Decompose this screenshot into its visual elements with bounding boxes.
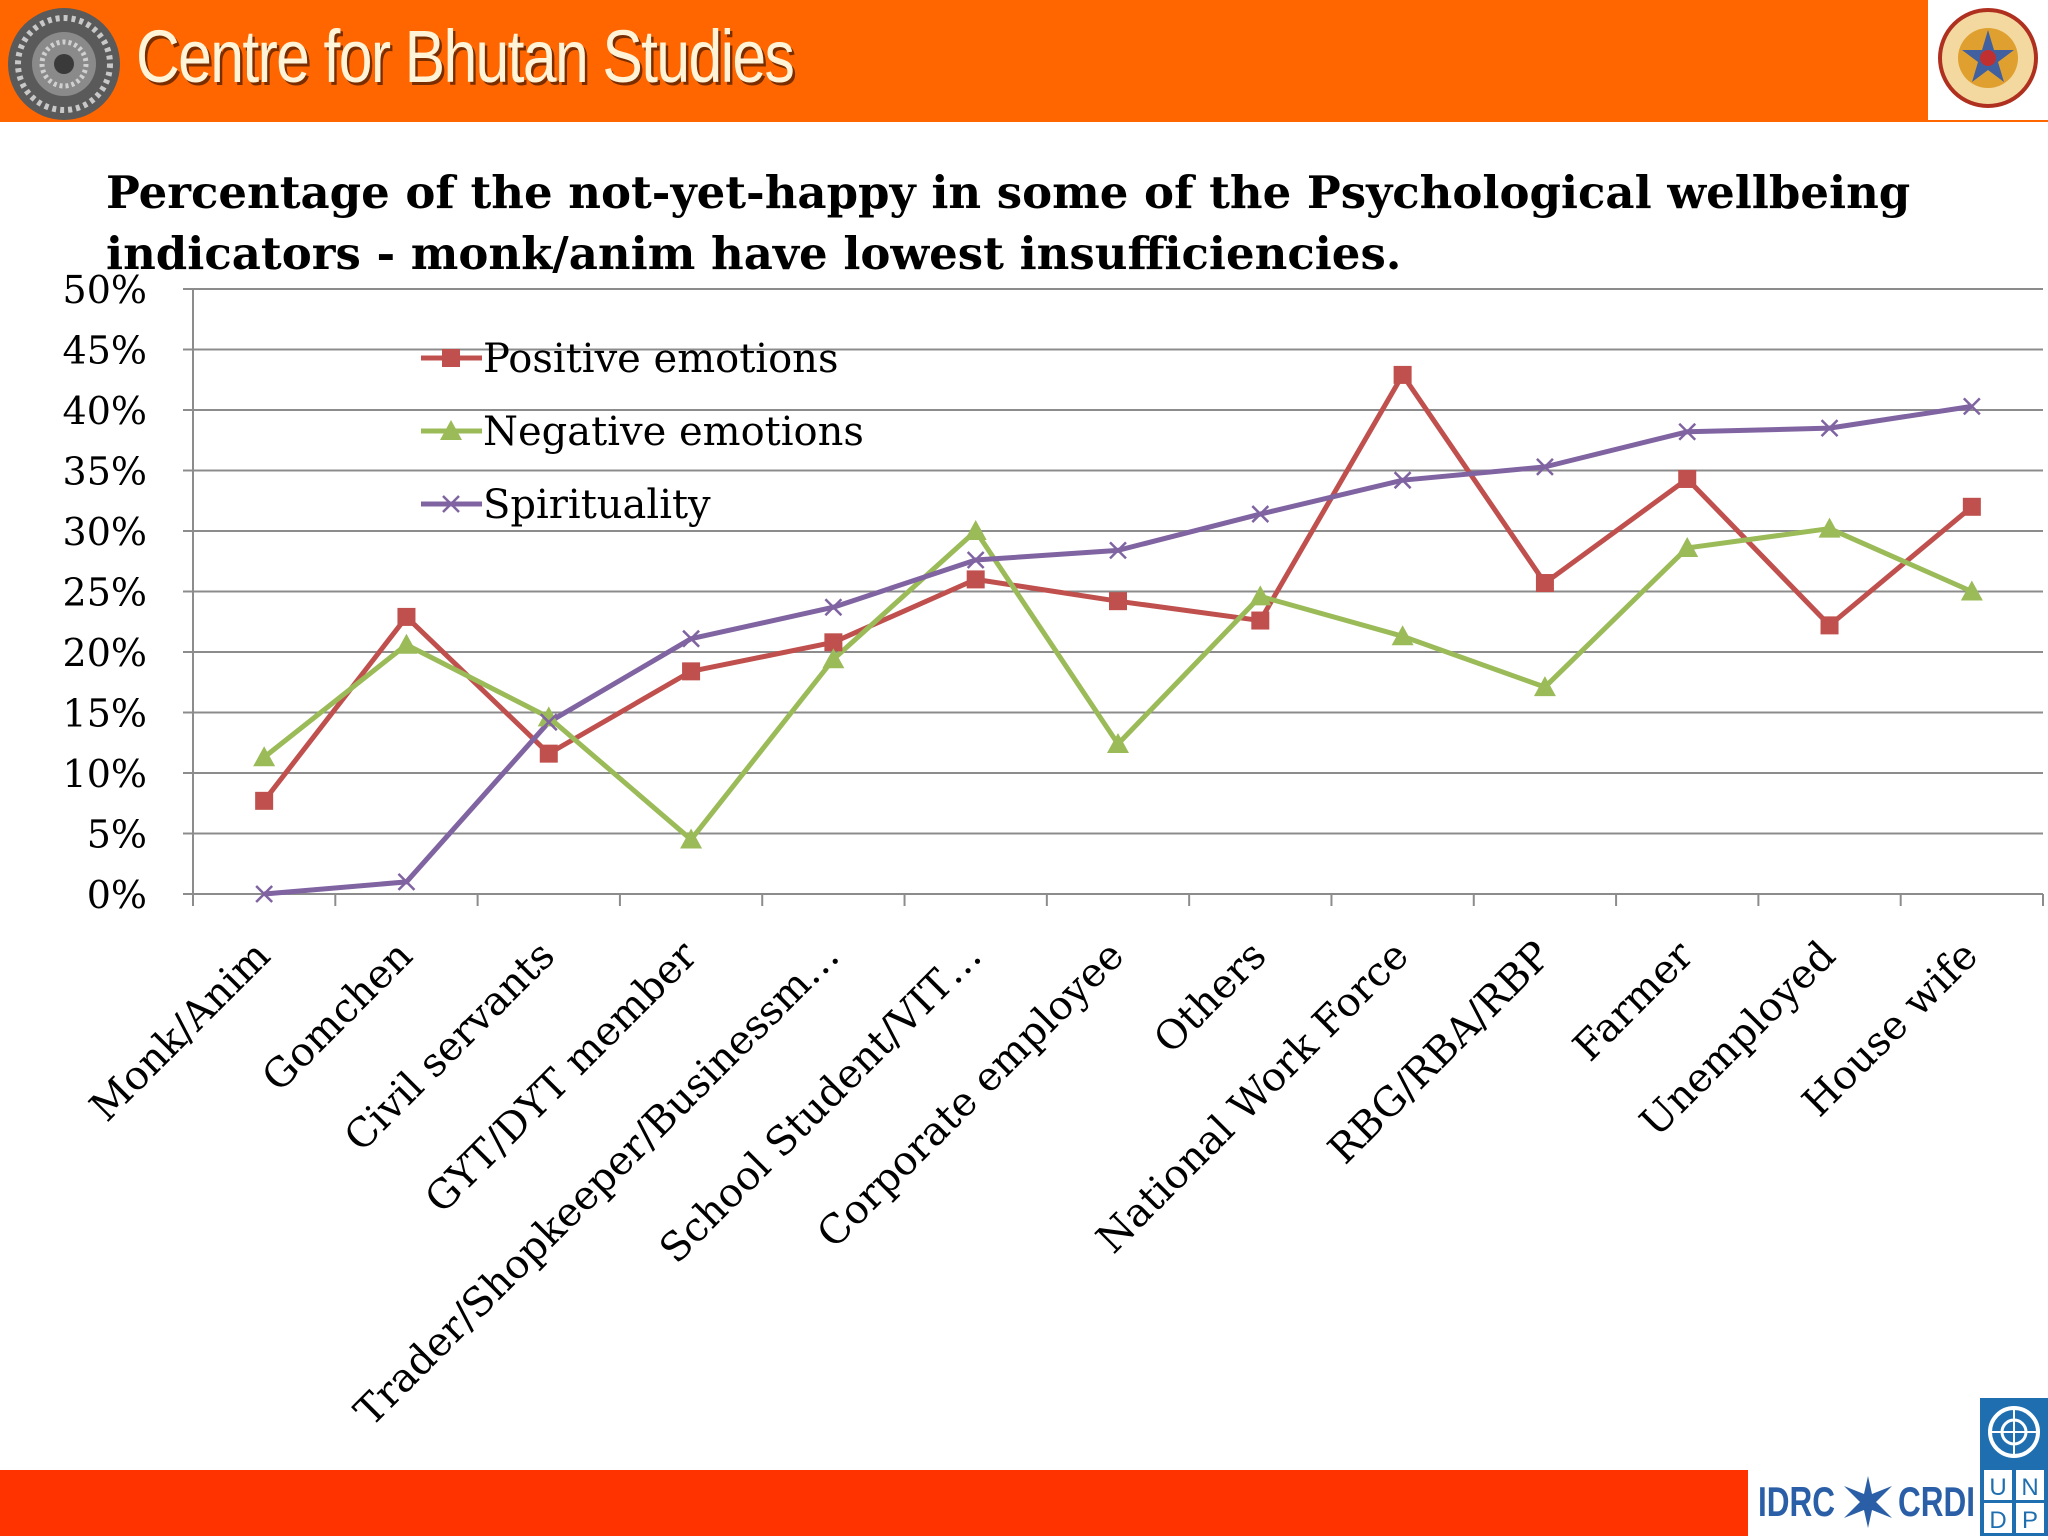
- y-tick-label: 50%: [63, 268, 147, 312]
- data-point-square: [824, 633, 843, 652]
- data-point-square: [255, 791, 274, 810]
- series-line: [263, 403, 1973, 897]
- series-line: [262, 526, 1973, 843]
- data-point-x: [397, 873, 416, 891]
- data-point-x: [1678, 422, 1697, 441]
- data-point-triangle: [1960, 580, 1983, 601]
- data-point-x: [1109, 541, 1127, 560]
- undp-logo: U N D P: [1980, 1398, 2048, 1536]
- data-point-square: [539, 744, 558, 763]
- data-point-square: [1962, 497, 1981, 516]
- data-point-square: [1393, 365, 1412, 384]
- x-tick-label: Farmer: [1565, 932, 1703, 1070]
- y-tick-label: 10%: [63, 752, 147, 796]
- y-tick-label: 25%: [63, 571, 147, 615]
- data-point-triangle: [680, 828, 703, 849]
- line-chart: 0% 5% 10% 15% 20% 25% 30% 35% 40% 45% 50% Monk/Anim…: [63, 268, 2044, 1435]
- data-point-square: [966, 570, 985, 589]
- data-point-x: [1536, 457, 1554, 476]
- data-point-square: [1820, 616, 1839, 635]
- x-tick-label: Others: [1145, 933, 1275, 1063]
- star-icon: [1844, 1476, 1892, 1528]
- legend-label: Positive emotions: [483, 336, 838, 382]
- y-tick-label: 45%: [63, 329, 147, 373]
- y-tick-label: 0%: [87, 873, 147, 917]
- undp-letter-n: N: [2021, 1474, 2038, 1501]
- data-point-x: [1251, 505, 1270, 523]
- data-point-square: [1251, 611, 1270, 630]
- data-point-triangle: [964, 520, 987, 540]
- idrc-label: IDRC: [1758, 1478, 1836, 1525]
- y-tick-label: 5%: [87, 813, 147, 857]
- data-point-square: [397, 607, 416, 626]
- y-tick-label: 20%: [63, 631, 147, 675]
- legend-label: Negative emotions: [483, 409, 864, 455]
- x-tick-label: GYT/DYT member: [416, 932, 706, 1222]
- data-point-triangle: [440, 420, 462, 440]
- slide-title: Percentage of the not-yet-happy in some …: [106, 166, 1911, 280]
- data-point-x: [966, 551, 985, 569]
- x-tick-label: Monk/Anim: [81, 933, 279, 1131]
- data-point-square: [1678, 469, 1697, 488]
- org-title: Centre for Bhutan Studies: [136, 15, 795, 98]
- y-tick-label: 30%: [63, 510, 147, 554]
- data-point-square: [1109, 592, 1127, 611]
- data-point-triangle: [1676, 536, 1699, 557]
- data-point-square: [682, 662, 701, 681]
- undp-letter-u: U: [1989, 1474, 2006, 1501]
- data-point-triangle: [253, 746, 276, 767]
- data-point-triangle: [1391, 625, 1414, 646]
- data-point-square: [1535, 574, 1554, 593]
- data-point-triangle: [1249, 585, 1272, 606]
- undp-letter-p: P: [2022, 1507, 2038, 1534]
- data-point-x: [442, 495, 460, 513]
- wheel-logo-icon: [8, 8, 120, 120]
- y-tick-label: 15%: [63, 692, 147, 736]
- data-point-x: [255, 885, 274, 903]
- data-point-triangle: [822, 648, 845, 669]
- data-point-triangle: [1107, 732, 1129, 753]
- data-point-x: [682, 629, 700, 648]
- data-point-x: [1393, 471, 1412, 490]
- data-point-triangle: [1818, 517, 1841, 538]
- data-point-x: [824, 598, 843, 617]
- footer-bar: [0, 1470, 1748, 1536]
- national-emblem-icon: [1928, 0, 2048, 120]
- data-point-square: [442, 349, 460, 367]
- y-tick-label: 40%: [63, 389, 147, 433]
- crdi-label: CRDI: [1898, 1478, 1976, 1525]
- y-tick-label: 35%: [63, 450, 147, 494]
- idrc-logo: IDRC CRDI: [1748, 1466, 1980, 1536]
- data-point-x: [1962, 397, 1981, 416]
- legend-label: Spirituality: [483, 482, 711, 528]
- data-point-triangle: [537, 706, 560, 727]
- data-point-triangle: [395, 633, 418, 654]
- undp-letter-d: D: [1989, 1507, 2006, 1534]
- un-globe-icon: U N D P: [1984, 1406, 2044, 1534]
- header-bar: Centre for Bhutan Studies: [0, 0, 2048, 122]
- data-point-x: [1820, 419, 1839, 438]
- data-point-x: [539, 713, 558, 732]
- data-point-triangle: [1533, 676, 1556, 697]
